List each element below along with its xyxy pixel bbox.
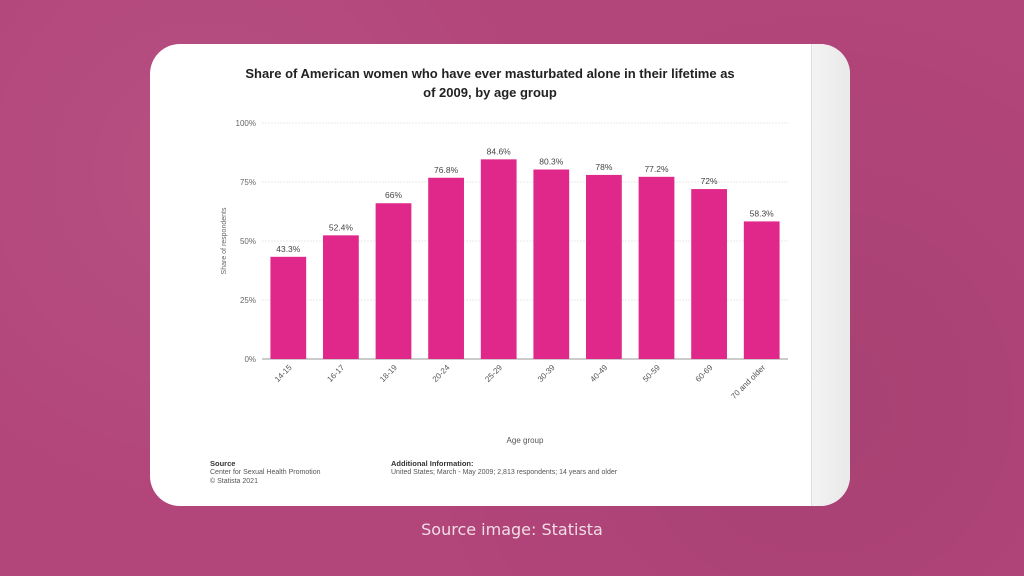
source-caption: Source image: Statista [421, 520, 603, 539]
y-tick-label: 25% [240, 296, 256, 305]
bar-value-label: 58.3% [750, 208, 775, 218]
source-name: Center for Sexual Health Promotion [210, 469, 321, 476]
chart-card: Share of American women who have ever ma… [150, 44, 850, 506]
bar [375, 203, 412, 359]
bar [586, 174, 622, 359]
y-tick-label: 75% [240, 178, 256, 187]
y-tick-label: 100% [236, 119, 256, 128]
bar [428, 177, 464, 359]
x-tick-label: 60-69 [694, 363, 715, 384]
x-tick-label: 18-19 [378, 363, 399, 384]
additional-info-heading: Additional Information: [391, 459, 474, 468]
x-tick-label: 16-17 [325, 363, 346, 384]
chart-title: Share of American women who have ever ma… [245, 66, 735, 100]
bar-value-label: 84.6% [487, 146, 512, 156]
source-heading: Source [210, 459, 236, 468]
bar-value-label: 72% [701, 176, 718, 186]
bar-value-label: 80.3% [539, 156, 564, 166]
x-tick-label: 50-59 [641, 363, 662, 384]
y-tick-label: 50% [240, 237, 256, 246]
bar-chart: 0% 25% 50% 75% 100% Share of respondents 43.3%… [221, 119, 788, 445]
x-tick-label: 14-15 [273, 363, 294, 384]
bar-value-label: 52.4% [329, 222, 354, 232]
source-block: Source Center for Sexual Health Promotio… [210, 459, 321, 486]
bar [533, 169, 570, 359]
bar [691, 189, 727, 359]
bar [638, 176, 675, 359]
bar [270, 256, 307, 359]
additional-info-block: Additional Information: United States; M… [391, 459, 617, 477]
x-tick-label: 25-29 [483, 363, 504, 384]
bar-value-label: 78% [595, 162, 612, 172]
bar-value-label: 43.3% [276, 244, 301, 254]
bar-value-label: 66% [385, 190, 402, 200]
bar [743, 221, 780, 359]
y-tick-label: 0% [244, 355, 256, 364]
x-tick-label: 70 and older [729, 363, 767, 401]
x-tick-label: 40-49 [588, 363, 609, 384]
bar-value-label: 76.8% [434, 165, 459, 175]
bar-value-label: 77.2% [644, 164, 669, 174]
y-axis-title: Share of respondents [221, 207, 228, 274]
additional-info-text: United States; March - May 2009; 2,813 r… [391, 469, 618, 476]
bar [323, 235, 359, 359]
bar [480, 159, 517, 359]
card-fold-edge [811, 44, 850, 506]
x-axis-title: Age group [507, 436, 544, 445]
copyright: © Statista 2021 [210, 478, 258, 485]
x-tick-label: 30-39 [536, 363, 557, 384]
x-tick-label: 20-24 [431, 363, 452, 384]
